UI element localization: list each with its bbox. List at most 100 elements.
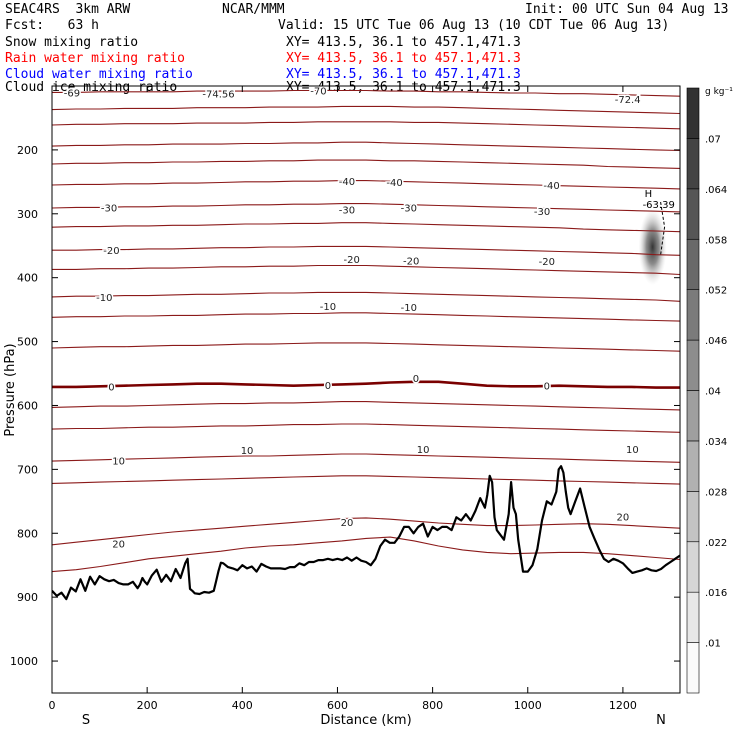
colorbar-swatch: [686, 339, 700, 391]
colorbar-label: .058: [705, 235, 727, 246]
isotherm-line: [52, 121, 680, 130]
field-xy-cloud-water: XY= 413.5, 36.1 to 457.1,471.3: [286, 67, 521, 82]
x-tick-label: 1200: [609, 699, 637, 712]
colorbar-label: .04: [705, 387, 721, 398]
isotherm-label: 10: [626, 445, 639, 456]
isotherm-label: -70: [310, 86, 326, 97]
south-label: S: [82, 713, 90, 728]
x-axis-label: Distance (km): [320, 713, 411, 728]
terrain-profile: [52, 465, 680, 601]
isotherm-line: [52, 536, 680, 573]
isotherm-line: [52, 264, 680, 276]
isotherm-label: 10: [417, 445, 430, 456]
isotherm-label: 20: [617, 513, 630, 524]
colorbar-label: .064: [705, 185, 727, 196]
y-tick-label: 1000: [10, 655, 38, 668]
isotherm-label: 0: [325, 381, 331, 392]
isotherm-line: [52, 380, 680, 389]
isotherm-label: -40: [339, 177, 355, 188]
isotherm-line: [52, 517, 680, 546]
isotherm-label: -72.4: [615, 95, 641, 106]
colorbar-units: g kg⁻¹: [705, 87, 733, 97]
isotherm-contours: [52, 89, 680, 573]
field-name-cloud-water: Cloud water mixing ratio: [5, 67, 193, 82]
cloud-max-value-label: -63.39: [643, 200, 675, 211]
isotherm-label: -74.56: [202, 90, 234, 101]
colorbar-swatch: [686, 238, 700, 290]
x-tick-label: 1000: [514, 699, 542, 712]
cloud-ice-blob: [638, 209, 667, 286]
x-tick-label: 200: [137, 699, 158, 712]
isotherm-label: -40: [386, 178, 402, 189]
y-tick-label: 200: [17, 144, 38, 157]
y-tick-label: 900: [17, 591, 38, 604]
isotherm-line: [52, 312, 680, 322]
isotherm-line: [52, 475, 680, 485]
axes: 0 200 400 600 800 1000 12002003004005006007008…: [10, 86, 680, 712]
north-label: N: [656, 713, 666, 728]
isotherm-line: [52, 342, 680, 352]
isotherm-line: [52, 180, 680, 190]
isotherm-label: -20: [103, 246, 119, 257]
isotherm-label: -69: [64, 88, 80, 99]
init-time: Init: 00 UTC Sun 04 Aug 13: [525, 2, 729, 17]
cloud-ice-shading: H-63.39: [638, 189, 675, 286]
isotherm-label: 10: [241, 446, 254, 457]
isotherm-line: [52, 291, 680, 302]
isotherm-label: -10: [96, 293, 112, 304]
colorbar-label: .022: [705, 538, 727, 549]
model-title: SEAC4RS 3km ARW: [5, 2, 131, 17]
isotherm-label: -20: [403, 256, 419, 267]
x-tick-label: 0: [49, 699, 56, 712]
colorbar-label: .052: [705, 286, 727, 297]
y-tick-label: 700: [17, 463, 38, 476]
y-tick-label: 300: [17, 208, 38, 221]
colorbar-swatch: [686, 138, 700, 190]
isotherm-label: -30: [339, 205, 355, 216]
terrain-line: [52, 465, 680, 601]
colorbar-swatch: [686, 541, 700, 593]
isotherm-line: [52, 141, 680, 152]
y-tick-label: 800: [17, 527, 38, 540]
cloud-max-h-label: H: [645, 189, 653, 200]
isotherm-label: 0: [544, 382, 550, 393]
colorbar-swatch: [686, 87, 700, 139]
isotherm-label: -20: [344, 255, 360, 266]
colorbar-label: .028: [705, 487, 727, 498]
isotherm-label: -20: [539, 257, 555, 268]
colorbar-swatch: [686, 440, 700, 492]
isotherm-line: [52, 159, 680, 169]
field-xy-snow: XY= 413.5, 36.1 to 457.1,471.3: [286, 35, 521, 50]
valid-time: Valid: 15 UTC Tue 06 Aug 13 (10 CDT Tue …: [278, 18, 670, 33]
colorbar-swatch: [686, 642, 700, 694]
colorbar-label: .046: [705, 336, 727, 347]
y-tick-label: 500: [17, 336, 38, 349]
isotherm-label: 0: [413, 374, 419, 385]
isotherm-label: 20: [112, 539, 125, 550]
isotherm-line: [52, 203, 680, 213]
colorbar-label: .07: [705, 134, 721, 145]
y-axis-label: Pressure (hPa): [3, 343, 18, 436]
isotherm-line: [52, 453, 680, 463]
y-tick-label: 600: [17, 399, 38, 412]
isotherm-line: [52, 105, 680, 115]
plot-frame: [51, 85, 681, 694]
isotherm-line: [52, 89, 680, 97]
colorbar: .01 .016 .022 .028 .034 .04 .046 .052 .058 .064 .0…: [686, 87, 733, 694]
isotherm-line: [52, 245, 680, 256]
x-tick-label: 600: [327, 699, 348, 712]
isotherm-label: 10: [112, 456, 125, 467]
colorbar-swatch: [686, 591, 700, 643]
field-name-rain: Rain water mixing ratio: [5, 51, 186, 66]
isotherm-label: 20: [341, 518, 354, 529]
isotherm-line: [52, 423, 680, 433]
colorbar-swatch: [686, 188, 700, 240]
colorbar-label: .034: [705, 437, 727, 448]
isotherm-label: -10: [401, 303, 417, 314]
isotherm-line: [52, 401, 680, 411]
x-tick-label: 400: [232, 699, 253, 712]
y-tick-label: 400: [17, 272, 38, 285]
isotherm-label: 0: [108, 382, 114, 393]
colorbar-swatch: [686, 390, 700, 442]
cloud-contour: [660, 201, 666, 256]
